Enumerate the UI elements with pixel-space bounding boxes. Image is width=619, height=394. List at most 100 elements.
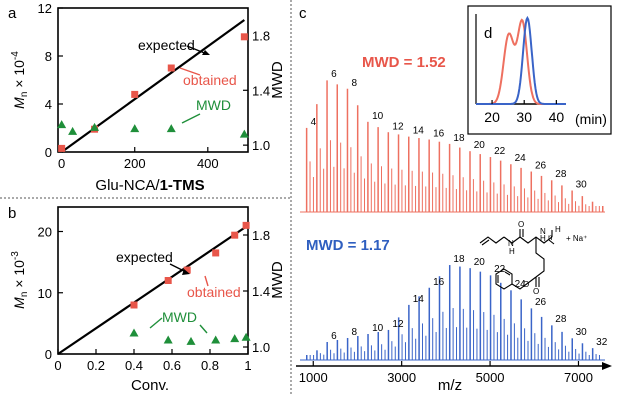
c-peak-label: 8: [352, 327, 358, 338]
svg-text:O: O: [523, 280, 529, 289]
c-peak-label: 10: [372, 111, 384, 122]
panel-d: d 20 30 40 (min): [467, 5, 612, 135]
c-peak-label: 28: [555, 169, 567, 180]
c-peak-label: 20: [474, 140, 486, 151]
panel-c: c 4 6 8 10 12 14 16 18 20 22 24 26 28 30 6 8 10 12 14 16 18 2…: [296, 5, 612, 394]
panel-a-expected-label: expected: [138, 37, 195, 53]
d-x-tick-label: 20: [484, 109, 500, 125]
panel-b-expected-label: expected: [116, 249, 173, 265]
c-peak-label: 32: [596, 337, 608, 348]
a-mwd-point: [68, 126, 78, 135]
c-x-tick-label: 5000: [476, 370, 505, 385]
b-obtained-point: [183, 266, 191, 274]
c-peak-label: 28: [555, 314, 567, 325]
c-peak-label: 18: [453, 133, 465, 144]
panel-a-ylabel-right: MWD: [269, 61, 286, 99]
b-mwd-point: [163, 335, 173, 344]
panel-b-mwd-arrow-left: [149, 317, 163, 329]
b-obtained-point: [130, 301, 138, 309]
panel-c-structure-atom-labels: N H O N H H n O O: [508, 220, 561, 296]
c-peak-label: 20: [474, 257, 486, 268]
panel-b-ylabel-left: Mn × 10-3: [10, 251, 30, 309]
c-peak-label: 16: [433, 129, 445, 140]
svg-text:Mn × 10-4: Mn × 10-4: [10, 51, 30, 109]
c-peak-label: 30: [576, 179, 588, 190]
c-peak-label: 26: [535, 297, 547, 308]
a-x-tick-label: 0: [58, 156, 65, 171]
b-x-tick-label: 0.8: [201, 358, 219, 373]
panel-b-expected-line: [57, 224, 249, 355]
a-obtained-point: [240, 33, 248, 41]
a-y-left-tick-label: 4: [45, 97, 52, 112]
c-peak-label: 12: [392, 121, 404, 132]
svg-text:MWD: MWD: [269, 61, 286, 99]
panel-b-expected-arrow: [169, 263, 187, 273]
panel-a-letter: a: [8, 5, 17, 22]
c-peak-label: 24: [515, 279, 527, 290]
panel-a-xlabel: Glu-NCA/1-TMS: [95, 177, 204, 194]
panel-a-expected-arrowhead: [202, 50, 210, 55]
panel-b-expected-arrowhead: [182, 269, 190, 275]
d-x-tick-label: 30: [516, 109, 532, 125]
c-peak-label: 12: [392, 319, 404, 330]
panel-a-mwd-label: MWD: [196, 97, 231, 113]
panel-c-letter: c: [299, 5, 307, 22]
svg-text:N: N: [508, 239, 514, 248]
c-peak-label: 10: [372, 323, 384, 334]
panel-d-xlabel: (min): [575, 111, 607, 127]
panel-b-xlabel: Conv.: [131, 377, 169, 394]
c-peak-label: 24: [515, 153, 527, 164]
a-obtained-point: [167, 64, 175, 72]
panel-b-obtained-arrow: [204, 275, 209, 287]
c-peak-label: 16: [433, 277, 445, 288]
a-obtained-point: [131, 90, 139, 98]
panel-c-x-axis-arrowhead: [602, 362, 612, 370]
panel-d-curve-blue: [476, 15, 566, 105]
panel-a: a 0 200 400 0 4 8 12 1.0 1.4 1.8 expected obtaine…: [8, 1, 286, 194]
a-y-right-tick-label: 1.0: [252, 138, 270, 153]
svg-text:N: N: [540, 227, 546, 236]
panel-d-inset-frame: [467, 5, 612, 135]
b-obtained-point: [231, 231, 239, 239]
panel-c-mwd-blue-label: MWD = 1.17: [306, 237, 390, 254]
c-peak-label: 14: [413, 126, 425, 137]
c-peak-label: 6: [331, 331, 337, 342]
panel-d-letter: d: [484, 25, 492, 42]
panel-b-ylabel-right: MWD: [269, 261, 286, 299]
panel-b-axes-frame: [57, 206, 249, 355]
b-x-tick-label: 0: [54, 358, 61, 373]
c-peak-label: 6: [331, 69, 337, 80]
a-mwd-point: [239, 129, 249, 138]
panel-c-structure-sodium: + Na⁺: [566, 234, 587, 243]
b-obtained-point: [242, 221, 250, 229]
panel-b-mwd-arrow-right: [199, 324, 208, 334]
svg-text:H: H: [540, 234, 546, 243]
b-y-left-tick-label: 0: [45, 347, 52, 362]
panel-b-obtained-label: obtained: [187, 284, 241, 300]
panel-a-axes-frame: [57, 7, 249, 153]
svg-text:O: O: [518, 220, 524, 229]
b-mwd-point: [186, 336, 196, 345]
c-peak-label: 8: [352, 78, 358, 89]
svg-text:H: H: [555, 225, 561, 234]
svg-text:Mn × 10-3: Mn × 10-3: [10, 251, 30, 309]
a-y-right-tick-label: 1.8: [252, 28, 270, 43]
b-y-left-tick-label: 20: [38, 225, 52, 240]
a-x-tick-label: 200: [124, 156, 146, 171]
panel-a-ylabel-left: Mn × 10-4: [10, 51, 30, 109]
panel-b-letter: b: [8, 205, 16, 222]
a-x-tick-label: 400: [197, 156, 219, 171]
a-y-left-tick-label: 12: [38, 1, 52, 16]
b-x-tick-label: 1: [244, 358, 251, 373]
panel-c-xlabel: m/z: [438, 377, 462, 394]
svg-text:MWD: MWD: [269, 261, 286, 299]
c-peak-label: 22: [494, 264, 506, 275]
b-y-right-tick-label: 1.8: [252, 228, 270, 243]
panel-c-mwd-red-label: MWD = 1.52: [362, 54, 446, 71]
b-y-right-tick-label: 1.0: [252, 340, 270, 355]
b-x-tick-label: 0.4: [125, 358, 143, 373]
panel-a-obtained-label: obtained: [183, 72, 237, 88]
a-y-left-tick-label: 8: [45, 49, 52, 64]
